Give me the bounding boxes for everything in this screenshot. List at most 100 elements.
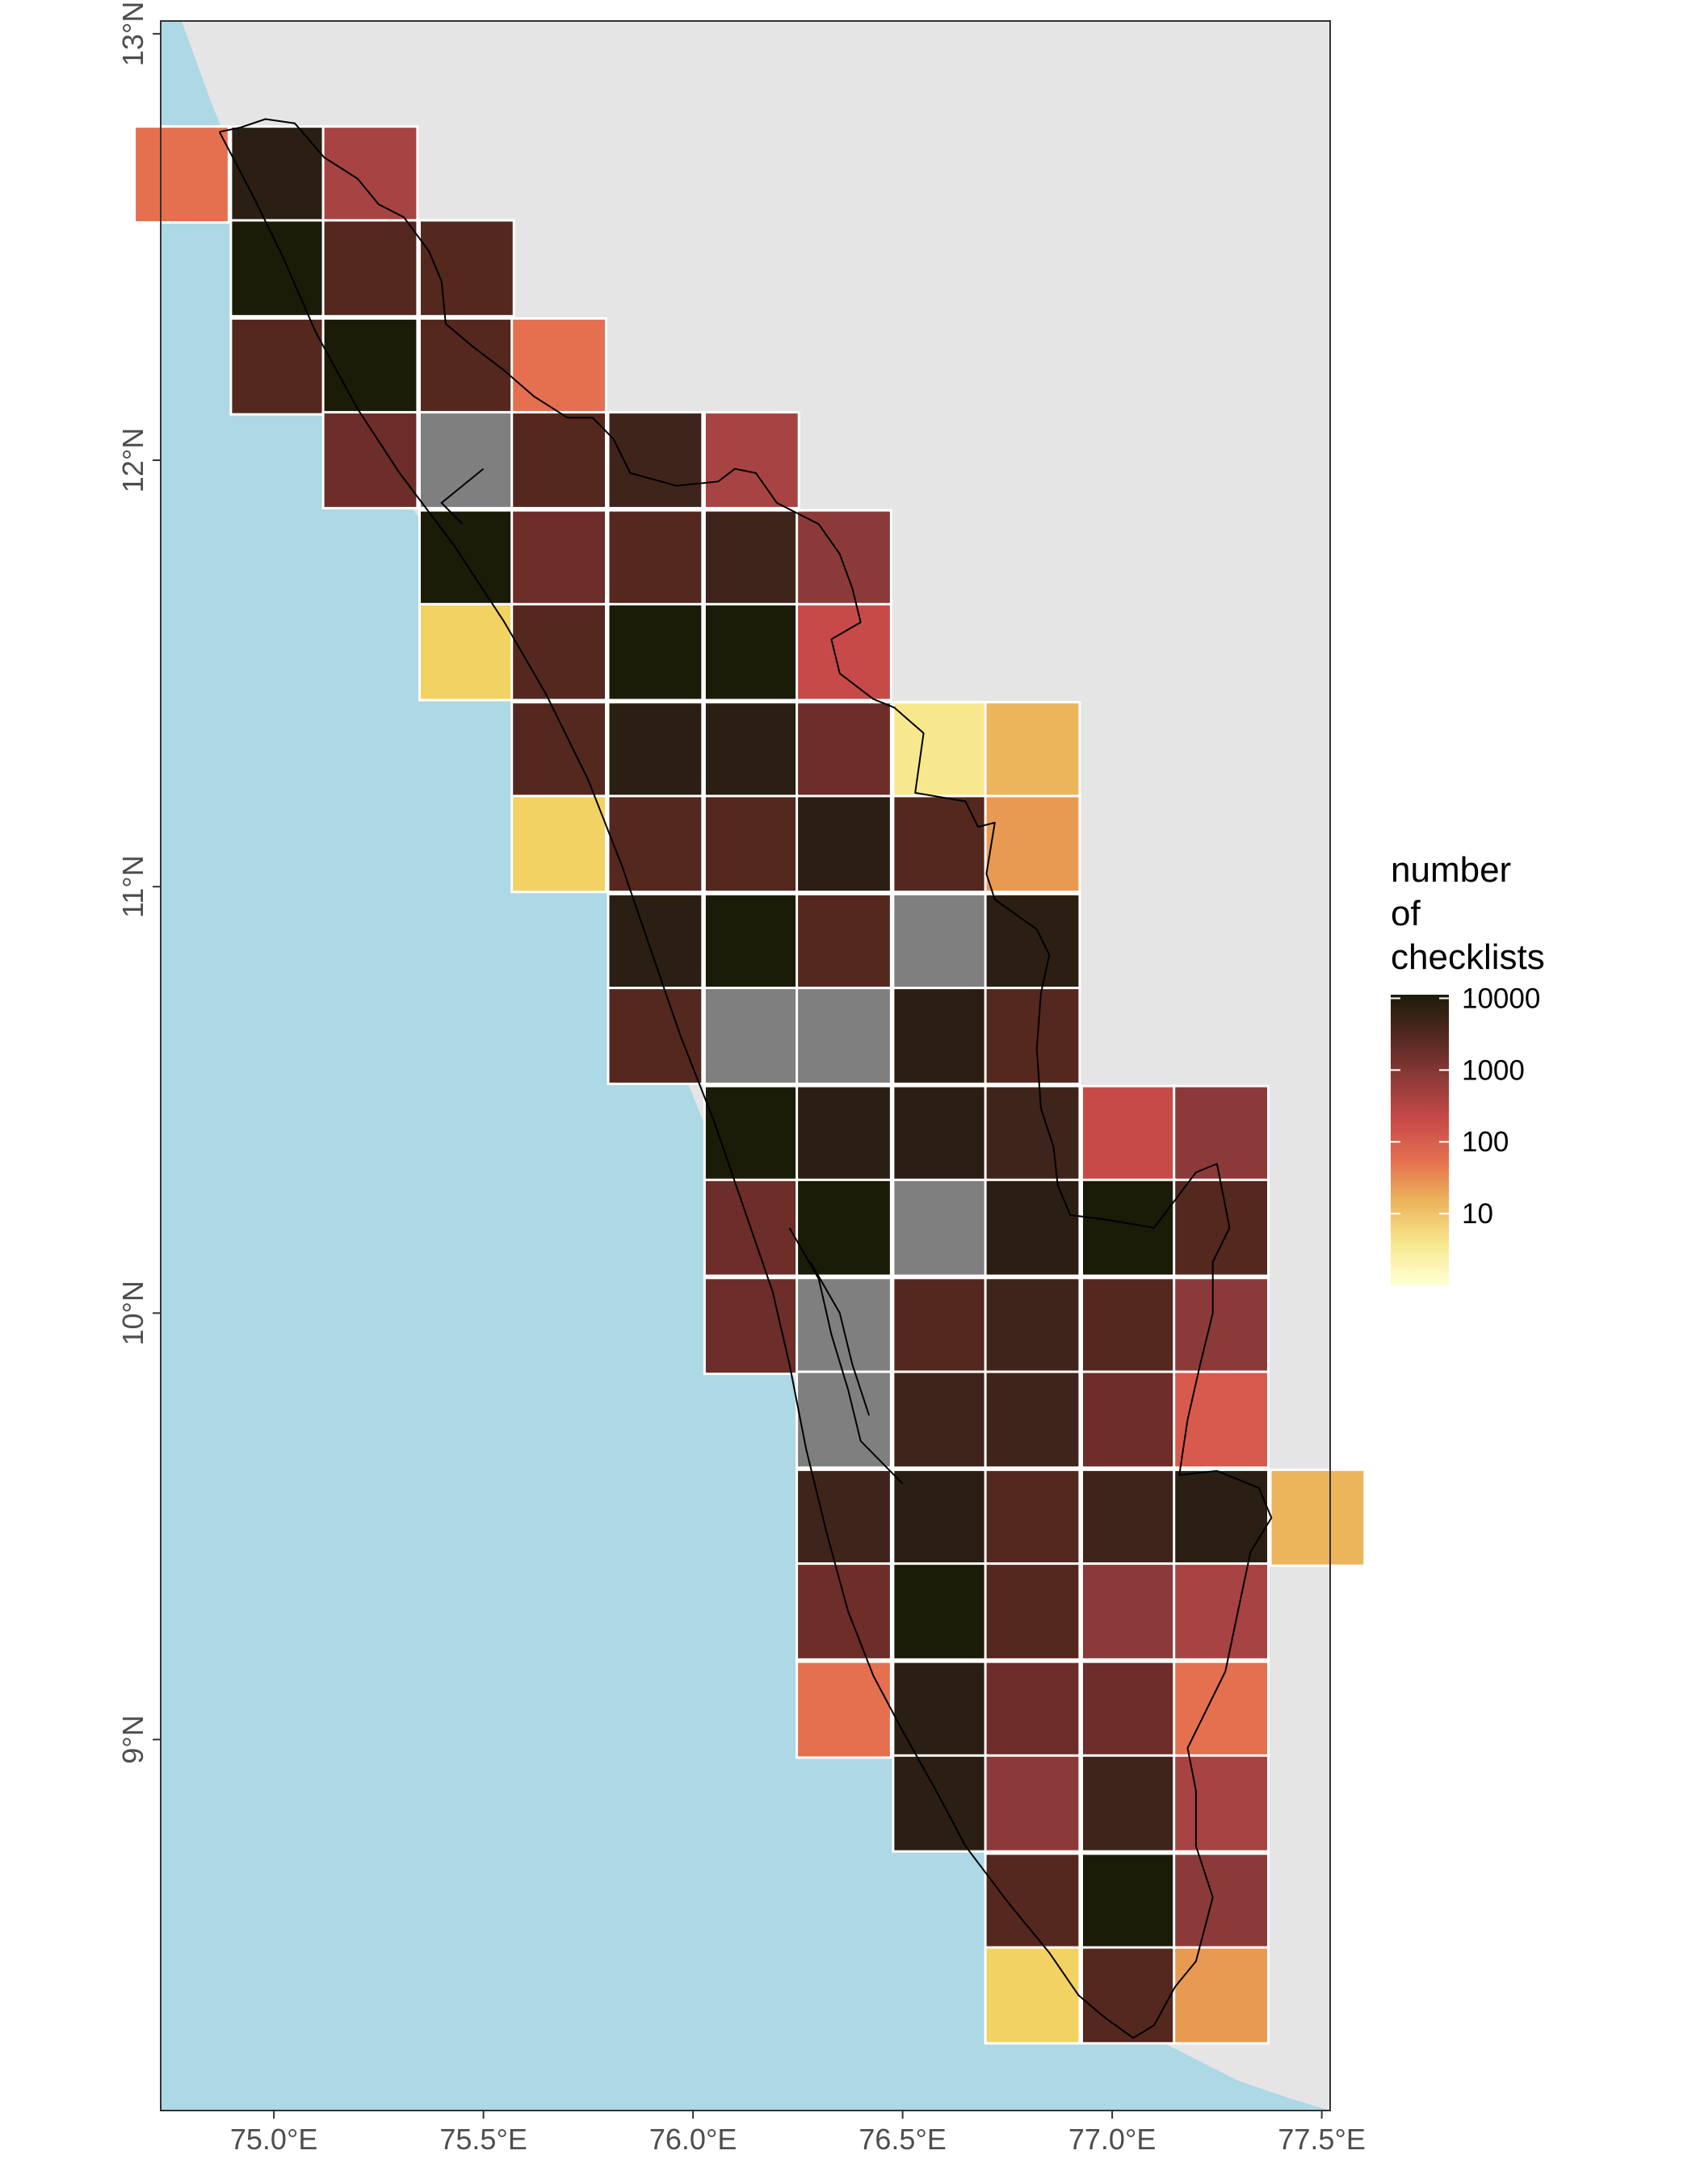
grid-cell xyxy=(510,509,608,608)
grid-cell xyxy=(1173,1178,1270,1277)
grid-cell xyxy=(984,1852,1081,1951)
grid-cell xyxy=(892,1084,989,1184)
grid-cell xyxy=(892,1276,989,1376)
grid-cell xyxy=(1081,1178,1178,1277)
grid-cell xyxy=(1081,1084,1178,1184)
grid-cell xyxy=(1173,1562,1270,1661)
grid-cell xyxy=(892,1370,989,1469)
grid-cell xyxy=(892,892,989,991)
checklist-grid xyxy=(133,125,1366,2045)
grid-cell xyxy=(892,1562,989,1661)
legend-colorbar xyxy=(1391,995,1449,1285)
grid-cell xyxy=(796,1562,892,1661)
x-tick-label: 76.5°E xyxy=(858,2123,946,2156)
legend-tick-label: 100 xyxy=(1462,1126,1509,1158)
x-axis: 75.0°E 75.5°E 76.0°E 76.5°E 77.0°E 77.5°E xyxy=(230,2111,1366,2156)
grid-cell xyxy=(796,1370,892,1469)
grid-cell xyxy=(607,701,704,800)
grid-cell xyxy=(1173,1468,1270,1567)
grid-cell xyxy=(1081,1660,1178,1759)
x-tick-label: 75.5°E xyxy=(439,2123,527,2156)
grid-cell xyxy=(418,509,515,608)
grid-cell xyxy=(796,701,892,800)
grid-cell xyxy=(892,1660,989,1759)
grid-cell xyxy=(510,701,608,800)
grid-cell xyxy=(984,1946,1081,2045)
grid-cell xyxy=(703,509,800,608)
grid-cell xyxy=(321,219,419,318)
backwater-line xyxy=(440,467,485,525)
x-tick-label: 77.5°E xyxy=(1278,2123,1365,2156)
grid-cell xyxy=(229,125,327,224)
grid-cell xyxy=(607,509,704,608)
grid-cell xyxy=(1081,1468,1178,1567)
legend-tick-label: 1000 xyxy=(1462,1054,1525,1086)
grid-cell xyxy=(1081,1370,1178,1469)
grid-cell xyxy=(892,987,989,1085)
grid-cell xyxy=(510,794,608,894)
grid-cell xyxy=(796,602,892,702)
grid-cell xyxy=(984,1754,1081,1853)
grid-cell xyxy=(1269,1468,1366,1567)
grid-cell xyxy=(418,411,515,509)
grid-cell xyxy=(1081,1852,1178,1951)
backwater-line xyxy=(788,1227,904,1485)
grid-cell xyxy=(984,1084,1081,1184)
grid-cell xyxy=(703,892,800,991)
grid-cell xyxy=(229,316,327,416)
grid-cell xyxy=(703,987,800,1085)
grid-cell xyxy=(703,1276,800,1376)
sea-area xyxy=(161,21,1330,2111)
grid-cell xyxy=(321,411,419,509)
y-tick-label: 13°N xyxy=(116,2,149,66)
grid-cell xyxy=(703,701,800,800)
grid-cell xyxy=(510,411,608,509)
grid-cell xyxy=(1081,1562,1178,1661)
grid-cell xyxy=(1173,1852,1270,1951)
grid-cell xyxy=(984,1178,1081,1277)
grid-cell xyxy=(607,411,704,509)
grid-cell xyxy=(1081,1754,1178,1853)
grid-cell xyxy=(796,987,892,1085)
grid-cell xyxy=(984,701,1081,800)
grid-cell xyxy=(607,892,704,991)
x-tick-label: 75.0°E xyxy=(230,2123,317,2156)
legend-ticks: 10000 1000 100 10 xyxy=(1391,983,1540,1230)
grid-cell xyxy=(892,1754,989,1853)
grid-cell xyxy=(133,125,230,224)
grid-cell xyxy=(796,509,892,608)
grid-cell xyxy=(984,1562,1081,1661)
backwater-line xyxy=(809,1261,871,1416)
grid-cell xyxy=(984,794,1081,894)
grid-cell xyxy=(1081,1276,1178,1376)
y-tick-label: 11°N xyxy=(116,855,149,918)
grid-cell xyxy=(418,602,515,702)
grid-cell xyxy=(892,794,989,894)
grid-cell xyxy=(703,794,800,894)
grid-cell xyxy=(321,316,419,416)
grid-cell xyxy=(703,1178,800,1277)
grid-cell xyxy=(607,602,704,702)
grid-cell xyxy=(1173,1946,1270,2045)
grid-cell xyxy=(418,219,515,318)
grid-cell xyxy=(796,1178,892,1277)
legend-tick-label: 10000 xyxy=(1462,983,1540,1014)
grid-cell xyxy=(984,892,1081,991)
backwater-outlines xyxy=(440,467,904,1485)
grid-cell xyxy=(796,1084,892,1184)
grid-cell xyxy=(703,602,800,702)
map-panel xyxy=(133,20,1366,2111)
y-tick-label: 9°N xyxy=(116,1715,149,1763)
grid-cell xyxy=(796,1468,892,1567)
grid-cell xyxy=(607,794,704,894)
grid-cell xyxy=(1173,1754,1270,1853)
grid-cell xyxy=(1173,1370,1270,1469)
legend-title-line-3: checklists xyxy=(1391,937,1545,977)
grid-cell xyxy=(892,701,989,800)
x-tick-label: 77.0°E xyxy=(1068,2123,1156,2156)
panel-border xyxy=(160,20,1331,2111)
legend-tick-label: 10 xyxy=(1462,1198,1493,1230)
grid-cell xyxy=(796,794,892,894)
